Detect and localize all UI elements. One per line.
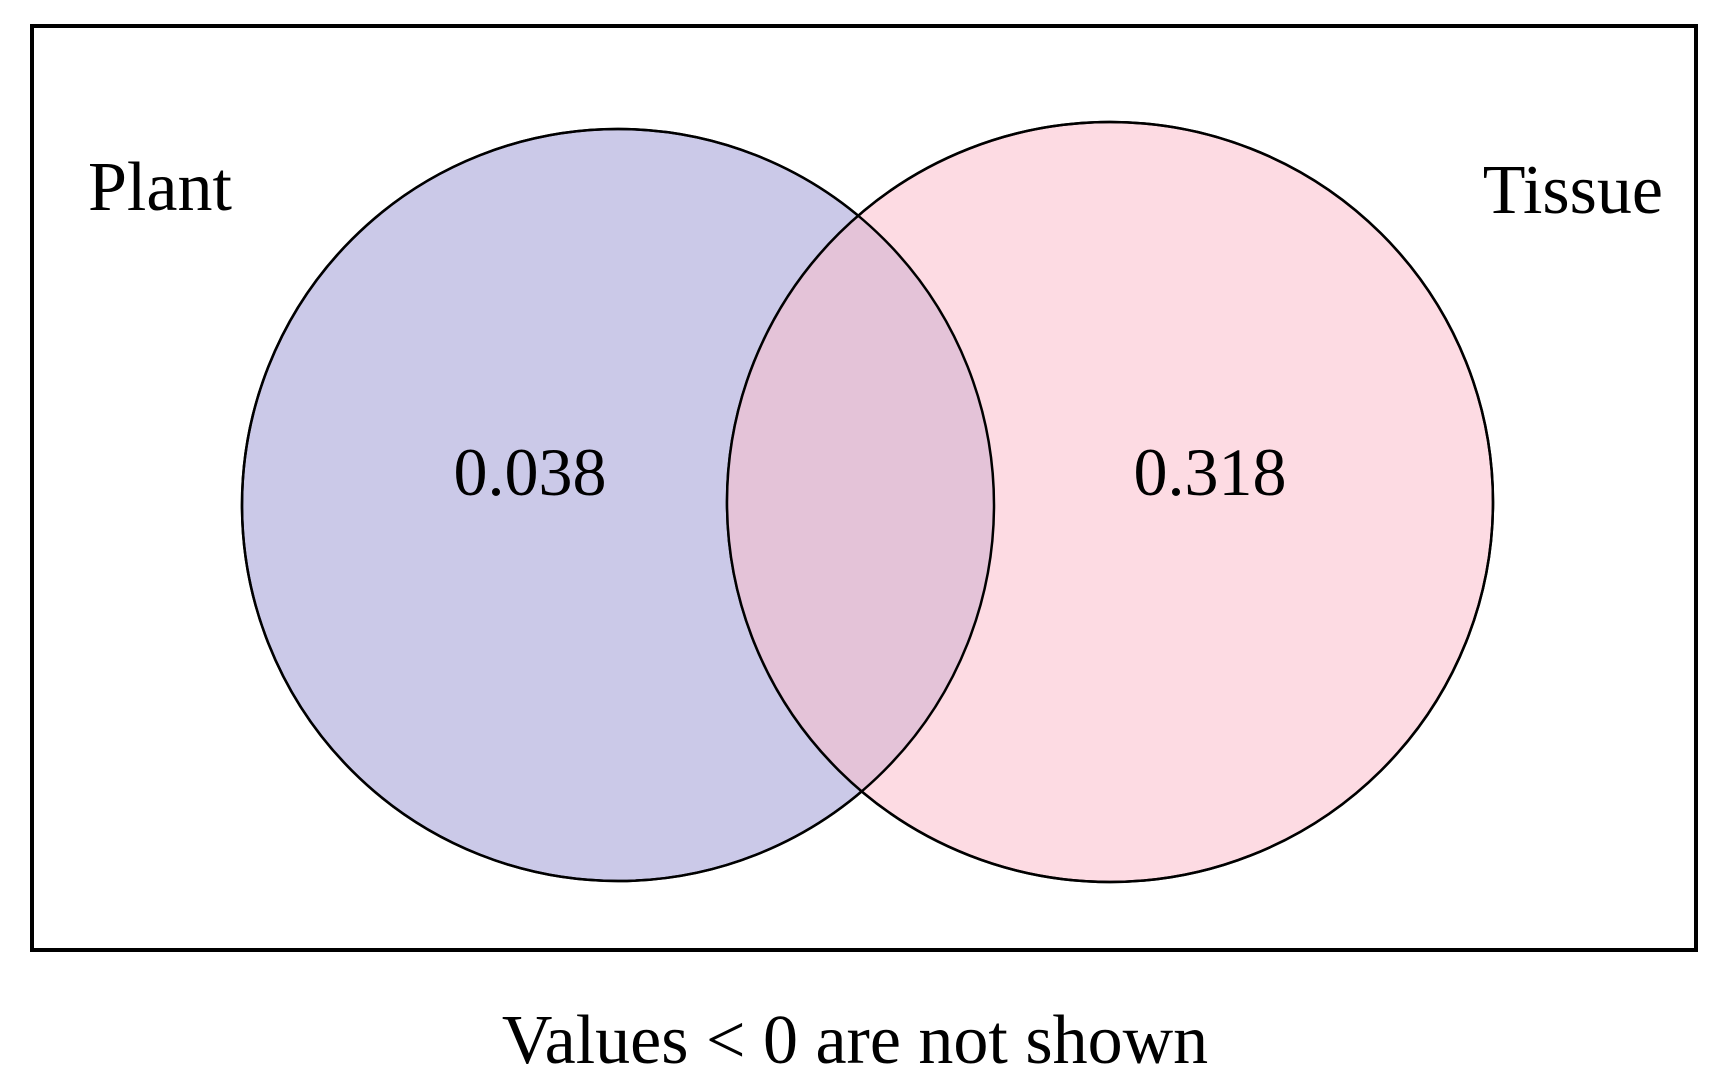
footnote-text: Values < 0 are not shown	[502, 1002, 1208, 1079]
overlap-region	[727, 129, 994, 881]
plant-set-outline	[240, 127, 996, 883]
plant-only-value: 0.038	[454, 434, 607, 510]
diagram-frame	[30, 24, 1698, 952]
tissue-set-outline	[725, 120, 1495, 884]
plant-set-label: Plant	[88, 149, 232, 226]
tissue-set-label: Tissue	[1483, 152, 1663, 229]
tissue-only-value: 0.318	[1134, 434, 1287, 510]
